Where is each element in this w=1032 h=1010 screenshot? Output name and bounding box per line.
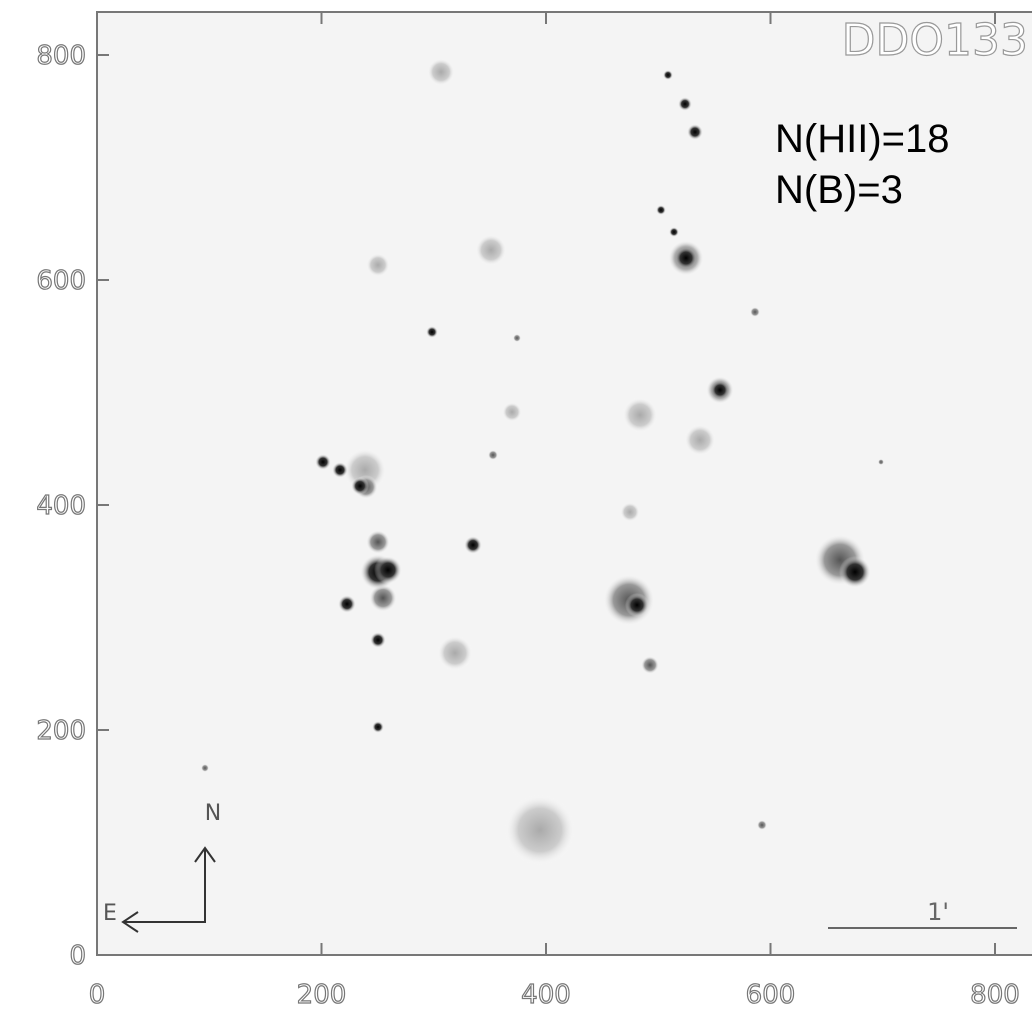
source xyxy=(427,58,455,86)
source xyxy=(332,462,348,478)
chart-title: DDO133 xyxy=(842,15,1028,66)
source xyxy=(464,536,482,554)
source xyxy=(620,502,640,522)
source xyxy=(656,205,666,215)
source xyxy=(372,721,384,733)
source xyxy=(750,307,760,317)
source xyxy=(678,97,692,111)
compass-north: N xyxy=(205,801,221,826)
source xyxy=(878,459,884,465)
source xyxy=(370,632,386,648)
scale-bar-label: 1' xyxy=(927,898,949,926)
source xyxy=(757,820,767,830)
source xyxy=(641,656,659,674)
y-tick-label: 600 xyxy=(36,266,86,296)
source xyxy=(426,326,438,338)
source xyxy=(687,124,703,140)
source xyxy=(625,593,649,617)
source xyxy=(488,450,498,460)
source xyxy=(669,227,679,237)
y-tick-label: 400 xyxy=(36,491,86,521)
image-field xyxy=(97,12,1032,955)
x-tick-label: 400 xyxy=(521,980,571,1010)
source xyxy=(839,556,871,588)
source xyxy=(504,794,576,866)
compass-east: E xyxy=(103,901,117,926)
source xyxy=(513,334,521,342)
source xyxy=(475,234,507,266)
source xyxy=(663,70,673,80)
x-tick-label: 600 xyxy=(746,980,796,1010)
x-tick-label: 200 xyxy=(297,980,347,1010)
source xyxy=(622,397,658,433)
source xyxy=(674,246,698,270)
sources xyxy=(201,58,884,866)
source xyxy=(502,402,522,422)
x-tick-label: 0 xyxy=(89,980,106,1010)
source xyxy=(338,595,356,613)
source xyxy=(374,556,402,584)
compass xyxy=(121,846,216,933)
x-tick-label: 800 xyxy=(970,980,1020,1010)
source xyxy=(366,530,390,554)
plot-frame xyxy=(96,11,1032,956)
annotation: N(B)=3 xyxy=(775,168,903,212)
source xyxy=(369,584,397,612)
source xyxy=(366,253,390,277)
source xyxy=(437,635,473,671)
annotation: N(HII)=18 xyxy=(775,117,950,161)
y-tick-label: 800 xyxy=(36,41,86,71)
source xyxy=(710,380,730,400)
source xyxy=(684,424,716,456)
source xyxy=(351,477,369,495)
y-tick-label: 200 xyxy=(36,716,86,746)
y-tick-label: 0 xyxy=(69,941,86,971)
source xyxy=(201,764,209,772)
source xyxy=(315,454,331,470)
